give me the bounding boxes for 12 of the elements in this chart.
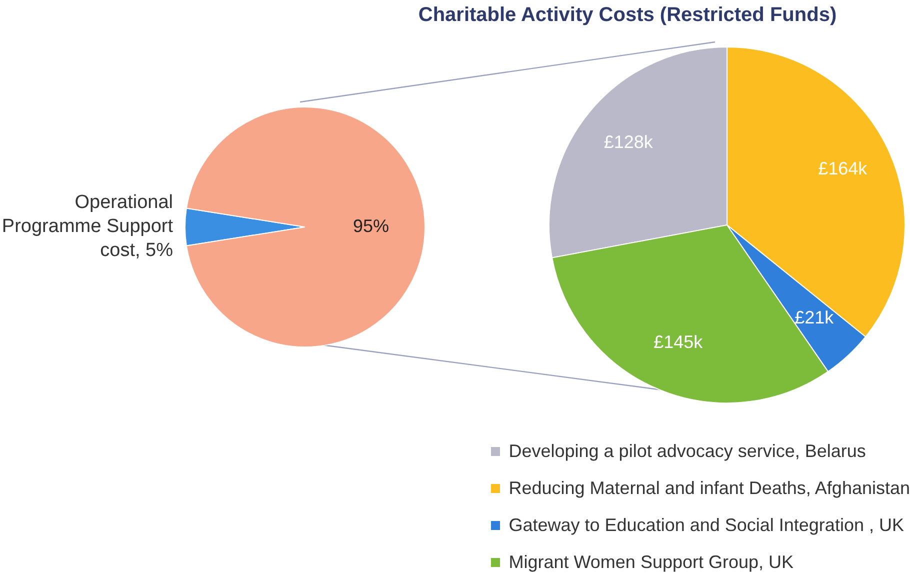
data-label: £164k	[818, 158, 868, 178]
data-label: £128k	[604, 132, 654, 152]
data-label: £145k	[654, 332, 704, 352]
slice-label: Operational Programme Support cost, 5%	[2, 192, 174, 262]
chart-title: Charitable Activity Costs (Restricted Funds)	[417, 4, 838, 27]
legend-label: Reducing Maternal and infant Deaths, Afghanistan	[508, 478, 910, 499]
legend-label: Gateway to Education and Social Integration , UK	[508, 515, 904, 536]
legend-label: Developing a pilot advocacy service, Belarus	[508, 441, 866, 462]
pie-slice	[186, 106, 426, 348]
legend-label: Migrant Women Support Group, UK	[508, 552, 794, 573]
data-label: 95%	[352, 216, 390, 236]
data-label: £21k	[794, 308, 835, 328]
